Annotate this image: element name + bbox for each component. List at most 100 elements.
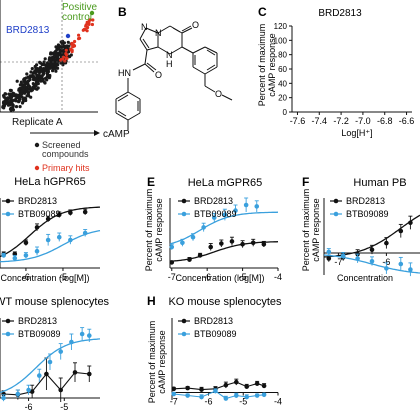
panel-h-title: KO mouse splenocytes bbox=[168, 296, 282, 308]
scatter-point-screened bbox=[36, 86, 40, 90]
scatter-point-screened bbox=[14, 99, 18, 103]
x-tick-label: -6 bbox=[204, 397, 212, 407]
scatter-point-screened bbox=[3, 99, 7, 103]
legend-label: BTB09089 bbox=[346, 209, 389, 219]
legend-marker bbox=[181, 318, 187, 324]
data-point bbox=[261, 241, 267, 247]
scatter-point-primary-hit bbox=[70, 50, 74, 54]
legend-marker bbox=[5, 211, 11, 217]
data-point bbox=[29, 389, 35, 394]
data-point bbox=[58, 349, 64, 354]
scatter-point-primary-hit bbox=[64, 56, 68, 60]
data-point bbox=[369, 247, 375, 252]
x-tick-label: -5 bbox=[239, 272, 247, 282]
scatter-point-screened bbox=[54, 69, 58, 73]
panel-g: WT mouse splenocytes -6 -5 BRD2813 BTB09089 bbox=[0, 296, 110, 412]
x-tick-label: -7.6 bbox=[290, 116, 306, 126]
legend-marker bbox=[333, 198, 339, 204]
panel-a-legend-screened-marker bbox=[34, 142, 40, 148]
scatter-point-screened bbox=[18, 92, 23, 96]
series-curve-btb09089 bbox=[169, 211, 279, 245]
panel-f-x-label: Concentration bbox=[337, 273, 393, 283]
y-tick-label: 100 bbox=[274, 36, 288, 45]
data-point bbox=[398, 261, 404, 267]
data-point bbox=[244, 384, 250, 389]
x-tick-label: -7 bbox=[334, 257, 342, 267]
scatter-point-primary-hit bbox=[77, 33, 81, 37]
scatter-point-screened bbox=[31, 74, 36, 79]
data-point bbox=[86, 371, 92, 377]
scatter-point-primary-hit bbox=[61, 55, 66, 59]
scatter-point-screened bbox=[55, 54, 59, 58]
scatter-point-screened bbox=[9, 98, 13, 103]
data-point bbox=[233, 393, 239, 398]
data-point bbox=[244, 394, 250, 400]
panel-d-plot: -6 -5 BRD2813 BTB09089 bbox=[0, 196, 101, 282]
scatter-point-screened bbox=[38, 77, 42, 81]
scatter-point-screened bbox=[31, 85, 35, 90]
panel-e-plot: -7 -6 -5 -4 BRD2813 BTB09089 bbox=[168, 196, 282, 282]
panel-f-plot: -7 -6 BRD2813 BTB09089 bbox=[323, 196, 420, 277]
panel-a-camp-arrowhead bbox=[94, 130, 100, 136]
scatter-point-positive-control bbox=[89, 10, 95, 16]
data-point bbox=[190, 234, 196, 240]
panel-f-letter: F bbox=[302, 175, 309, 189]
y-tick-label: 0 bbox=[283, 108, 288, 117]
data-point bbox=[254, 381, 260, 386]
x-tick-label: -6 bbox=[203, 272, 211, 282]
scatter-point-screened bbox=[65, 44, 69, 48]
data-point bbox=[369, 258, 375, 264]
panel-c-plot: -7.6 -7.4 -7.2 -7.0 -6.8 -6.6 0 20 40 60 80 100 120 bbox=[274, 22, 414, 126]
legend-marker bbox=[5, 198, 11, 204]
data-point bbox=[254, 393, 260, 398]
scatter-point-screened bbox=[2, 103, 6, 107]
x-tick-label: -7 bbox=[168, 272, 176, 282]
data-point bbox=[45, 237, 51, 243]
data-point bbox=[68, 210, 73, 215]
y-tick-label: 120 bbox=[274, 22, 288, 31]
scatter-point-primary-hit bbox=[72, 43, 76, 47]
x-tick-label: -6 bbox=[22, 272, 30, 282]
legend-label: BTB09089 bbox=[194, 209, 237, 219]
scatter-point-screened bbox=[18, 86, 22, 90]
scatter-point-screened bbox=[35, 73, 39, 77]
scatter-point-screened bbox=[44, 66, 48, 70]
data-point bbox=[12, 255, 18, 261]
data-point bbox=[384, 240, 389, 246]
data-point bbox=[171, 391, 177, 397]
series-curve-btb09089 bbox=[0, 229, 101, 263]
data-point bbox=[185, 385, 190, 391]
panel-c-letter: C bbox=[258, 5, 267, 19]
scatter-point-screened bbox=[2, 95, 6, 99]
scatter-point-screened bbox=[17, 96, 21, 100]
scatter-point-screened bbox=[58, 53, 62, 57]
y-tick-label: 20 bbox=[278, 94, 287, 103]
x-tick-label: -7.0 bbox=[355, 116, 371, 126]
data-point bbox=[34, 225, 40, 230]
data-point bbox=[201, 225, 206, 230]
panel-f-title: Human PB bbox=[353, 177, 406, 189]
data-point bbox=[169, 244, 175, 250]
scatter-point-screened bbox=[28, 75, 32, 80]
x-tick-label: -5 bbox=[59, 272, 67, 282]
scatter-point-primary-hit bbox=[59, 58, 63, 62]
scatter-point-screened bbox=[24, 98, 28, 103]
panel-a-brd-label: BRD2813 bbox=[6, 25, 50, 36]
data-point bbox=[254, 204, 260, 209]
scatter-point-screened bbox=[48, 62, 52, 66]
legend-label: BRD2813 bbox=[18, 316, 57, 326]
x-tick-label: -6.8 bbox=[377, 116, 393, 126]
data-point bbox=[223, 382, 229, 388]
scatter-point-screened bbox=[14, 105, 19, 109]
legend-label: BRD2813 bbox=[194, 196, 233, 206]
data-point bbox=[219, 241, 224, 246]
data-point bbox=[199, 387, 204, 392]
scatter-point-primary-hit bbox=[82, 27, 86, 32]
data-point bbox=[240, 241, 245, 247]
scatter-point-screened bbox=[33, 64, 37, 69]
data-point bbox=[36, 373, 42, 378]
scatter-point-primary-hit bbox=[91, 18, 95, 22]
data-point bbox=[45, 216, 51, 222]
scatter-point-screened bbox=[18, 105, 22, 109]
data-point bbox=[261, 392, 267, 398]
